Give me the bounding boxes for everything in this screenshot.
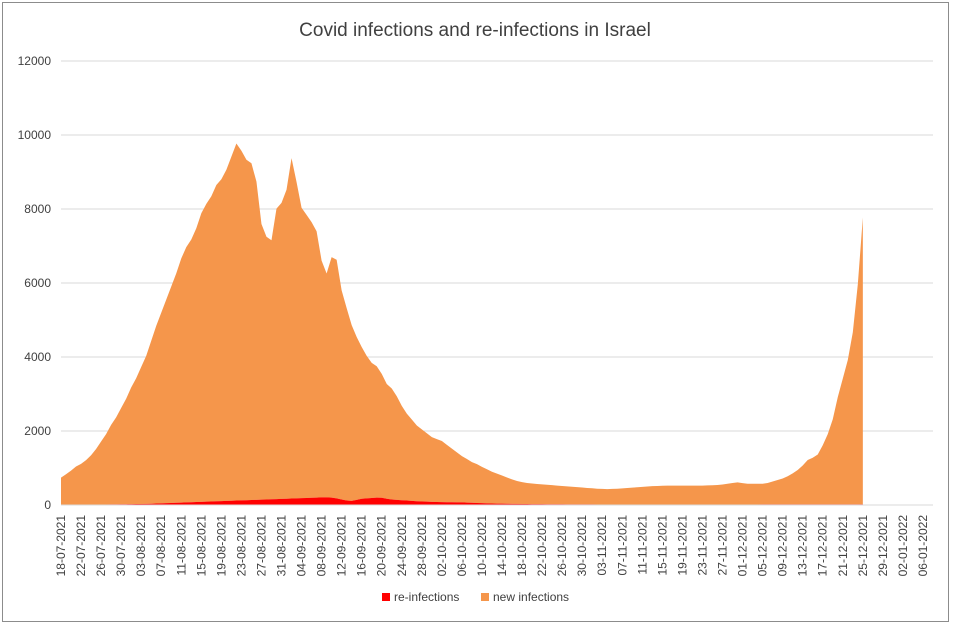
y-tick-label: 12000 — [18, 54, 52, 68]
chart-canvas: Covid infections and re-infections in Is… — [18, 20, 933, 604]
x-tick-label: 12-09-2021 — [335, 515, 349, 577]
legend: re-infections new infections — [382, 590, 569, 604]
chart-title: Covid infections and re-infections in Is… — [299, 20, 651, 41]
x-tick-label: 20-09-2021 — [375, 515, 389, 577]
x-tick-label: 11-11-2021 — [635, 515, 649, 575]
x-tick-label: 26-07-2021 — [94, 515, 108, 577]
x-tick-label: 23-11-2021 — [696, 515, 710, 576]
x-tick-label: 19-11-2021 — [675, 515, 689, 576]
x-tick-label: 28-09-2021 — [415, 515, 429, 577]
legend-label: re-infections — [394, 590, 459, 604]
x-tick-label: 18-10-2021 — [515, 515, 529, 577]
x-tick-label: 16-09-2021 — [355, 515, 369, 577]
x-tick-label: 25-12-2021 — [856, 515, 870, 577]
y-tick-label: 0 — [44, 498, 51, 512]
x-tick-label: 05-12-2021 — [756, 515, 770, 577]
x-tick-label: 13-12-2021 — [796, 515, 810, 577]
legend-swatch-1 — [481, 593, 489, 601]
x-tick-label: 04-09-2021 — [295, 515, 309, 577]
x-tick-label: 19-08-2021 — [214, 515, 228, 577]
x-tick-label: 27-11-2021 — [716, 515, 730, 576]
area-new-infections — [61, 143, 863, 505]
x-tick-label: 10-10-2021 — [475, 515, 489, 577]
x-tick-label: 06-01-2022 — [916, 515, 930, 577]
x-tick-label: 30-10-2021 — [575, 515, 589, 577]
y-tick-label: 8000 — [24, 202, 51, 216]
x-tick-label: 15-11-2021 — [655, 515, 669, 576]
x-tick-label: 15-08-2021 — [194, 515, 208, 577]
plot-areas — [61, 143, 933, 506]
x-tick-label: 09-12-2021 — [776, 515, 790, 577]
x-tick-label: 29-12-2021 — [876, 515, 890, 577]
x-tick-label: 02-01-2022 — [896, 515, 910, 577]
x-tick-label: 17-12-2021 — [816, 515, 830, 577]
x-tick-label: 02-10-2021 — [435, 515, 449, 577]
x-tick-label: 31-08-2021 — [275, 515, 289, 577]
x-tick-label: 08-09-2021 — [315, 515, 329, 577]
x-tick-label: 06-10-2021 — [455, 515, 469, 577]
x-tick-label: 23-08-2021 — [234, 515, 248, 577]
y-tick-label: 4000 — [24, 350, 51, 364]
x-tick-label: 07-11-2021 — [615, 515, 629, 576]
x-tick-label: 22-07-2021 — [74, 515, 88, 577]
y-tick-label: 10000 — [18, 128, 52, 142]
x-tick-label: 26-10-2021 — [555, 515, 569, 577]
area-re-infections — [61, 497, 863, 505]
x-axis-ticks: 18-07-2021 22-07-2021 26-07-2021 30-07-2021… — [54, 515, 930, 577]
x-tick-label: 03-11-2021 — [595, 515, 609, 576]
x-tick-label: 27-08-2021 — [255, 515, 269, 577]
x-tick-label: 30-07-2021 — [114, 515, 128, 577]
x-tick-label: 24-09-2021 — [395, 515, 409, 577]
x-tick-label: 01-12-2021 — [736, 515, 750, 577]
legend-swatch-0 — [382, 593, 390, 601]
x-tick-label: 21-12-2021 — [836, 515, 850, 577]
x-tick-label: 22-10-2021 — [535, 515, 549, 577]
x-tick-label: 07-08-2021 — [154, 515, 168, 577]
y-tick-label: 6000 — [24, 276, 51, 290]
legend-label: new infections — [493, 590, 569, 604]
x-tick-label: 14-10-2021 — [495, 515, 509, 577]
x-tick-label: 18-07-2021 — [54, 515, 68, 577]
y-tick-label: 2000 — [24, 424, 51, 438]
y-axis-ticks: 0 2000 4000 6000 8000 10000 12000 — [18, 54, 52, 512]
x-tick-label: 11-08-2021 — [174, 515, 188, 576]
x-tick-label: 03-08-2021 — [134, 515, 148, 577]
